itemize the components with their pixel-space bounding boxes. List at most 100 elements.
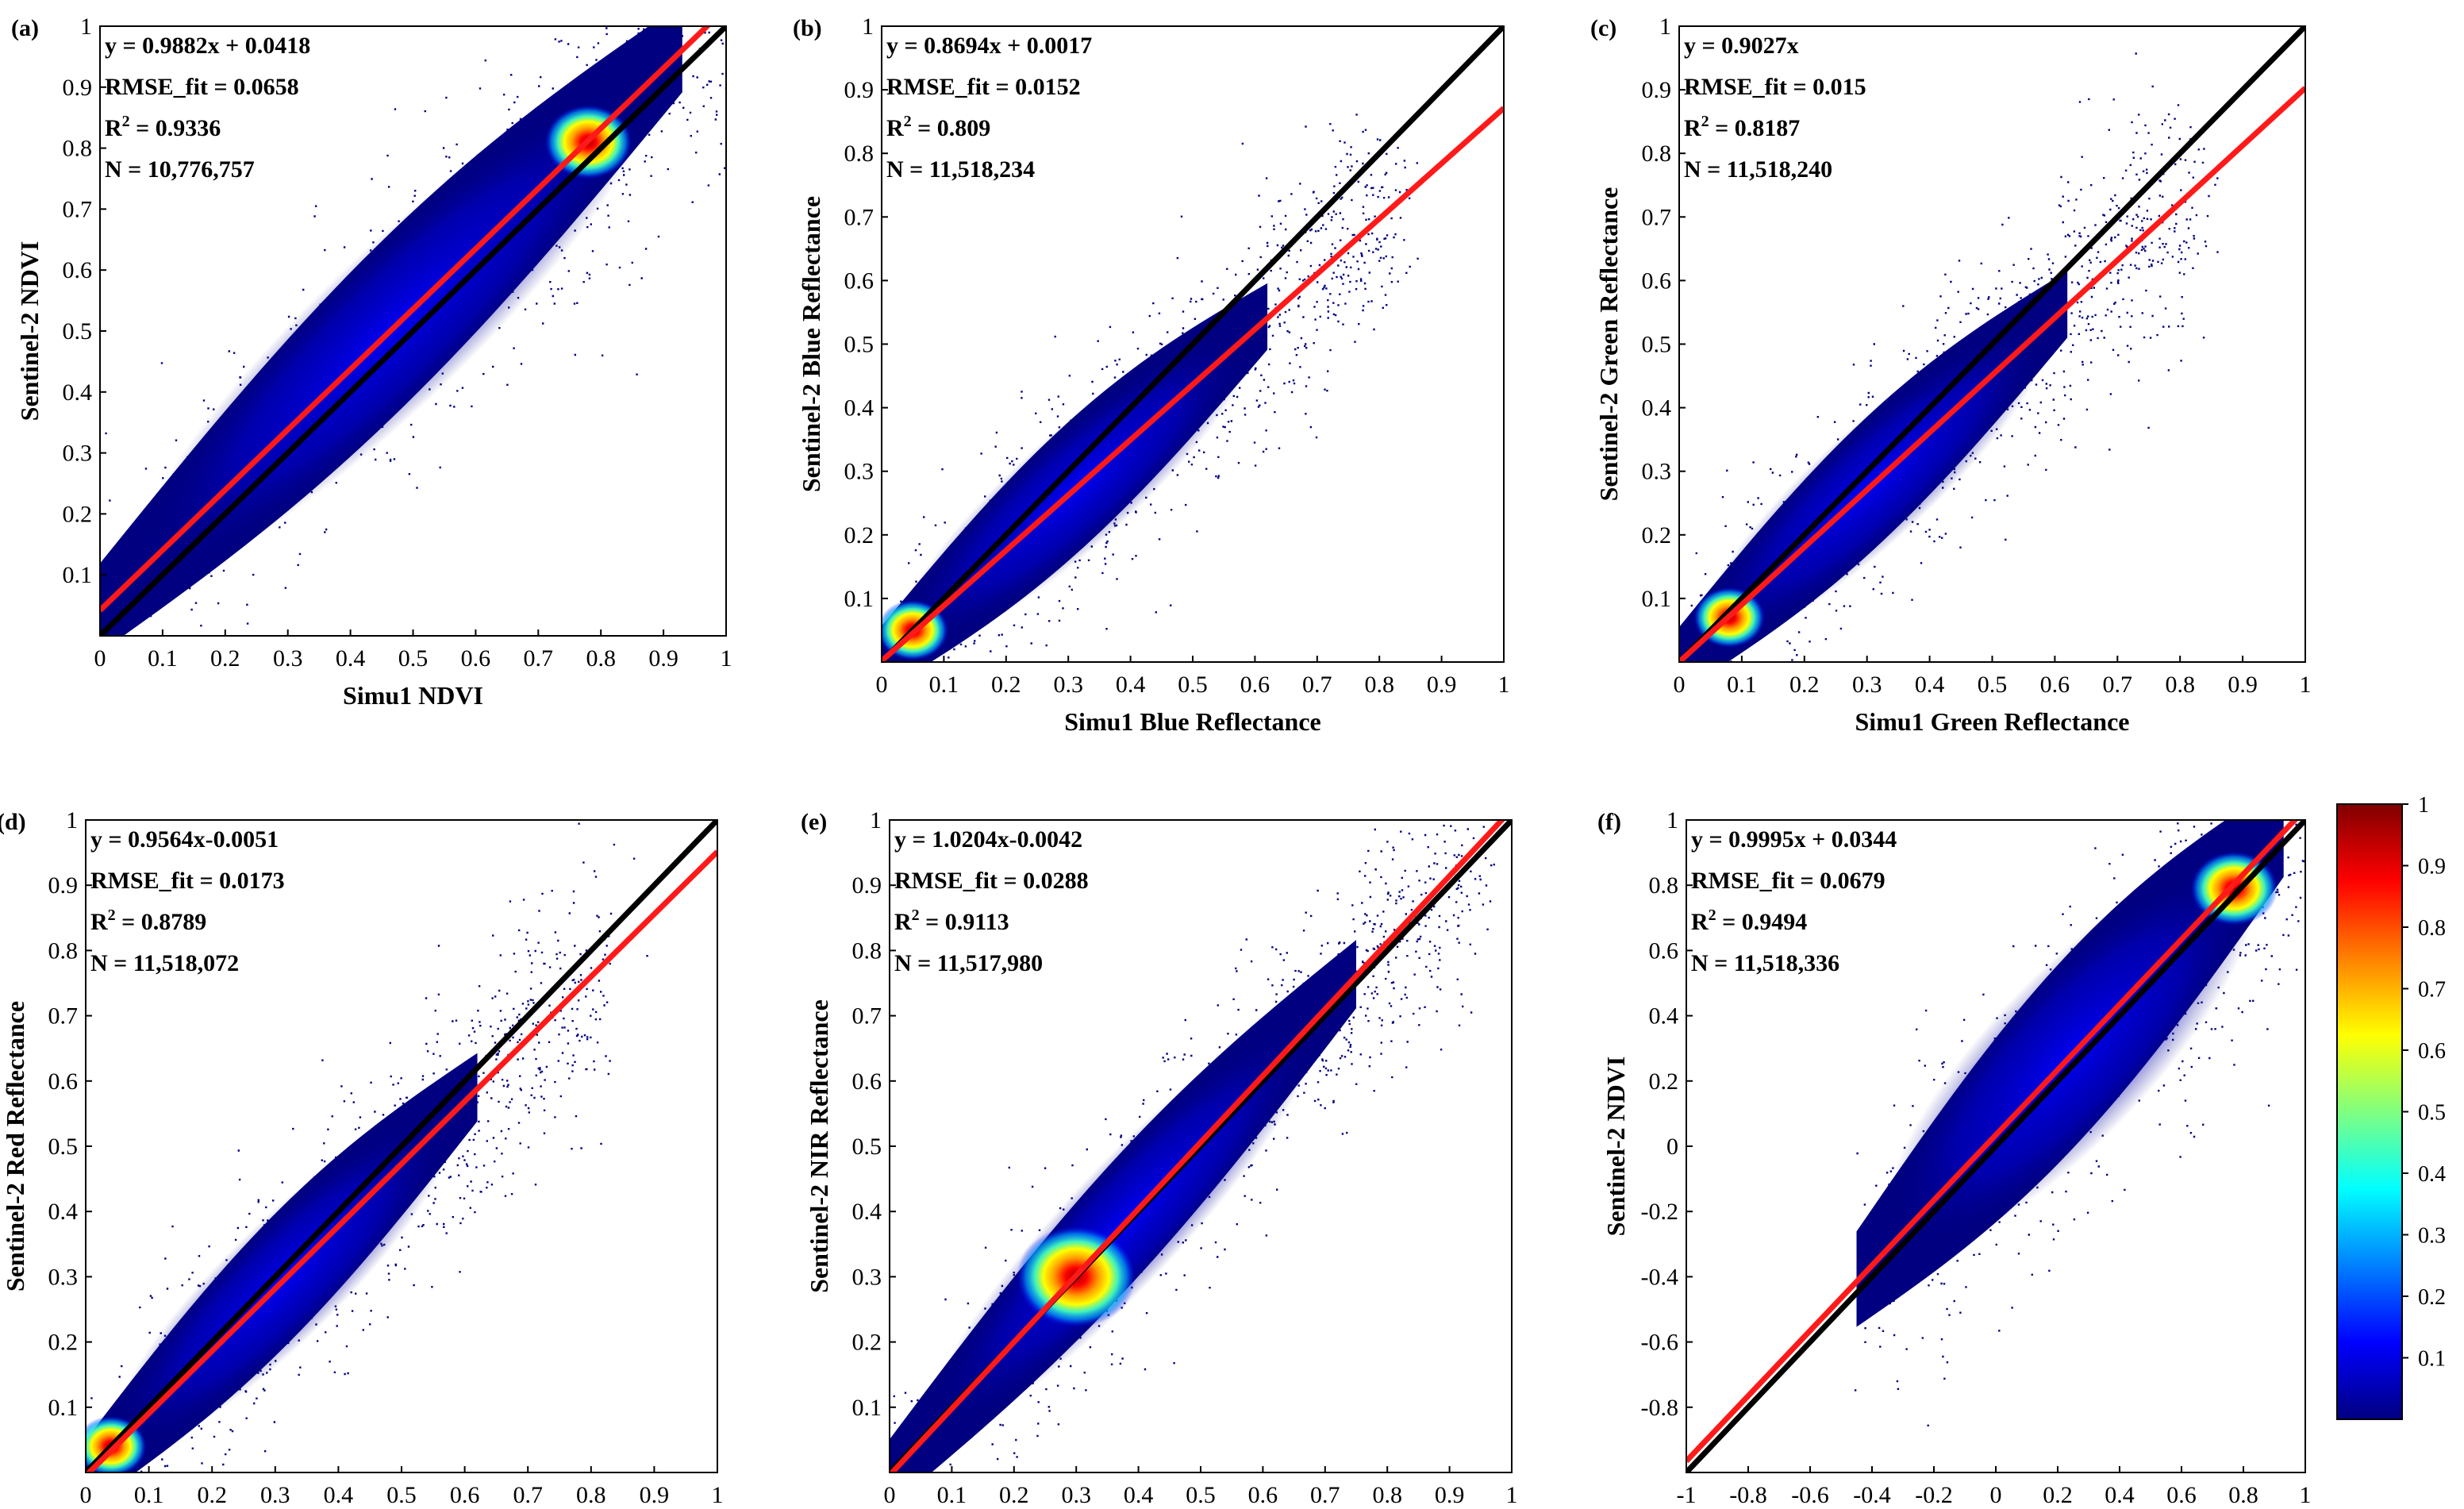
y-axis-label: Sentinel-2 Blue Reflectance [797,196,825,492]
x-tick-label: 0.6 [1248,1482,1278,1508]
x-tick-label: 0.6 [461,645,491,672]
stat-line: RMSE_fit = 0.0173 [90,868,285,894]
y-tick-label: 0.7 [1642,204,1672,230]
stat-line: y = 0.9027x [1684,33,1799,59]
x-tick-label: -0.4 [1853,1482,1891,1508]
x-tick-label: 0.4 [2105,1482,2135,1508]
y-tick-label: 0.2 [63,501,93,527]
y-tick-label: 0.9 [844,77,875,103]
colorbar-tick-label: 0.5 [2418,1101,2446,1126]
x-tick-label: 0.3 [260,1482,290,1508]
scatter-panel-b: 0 0.1 0.2 0.3 0.4 0.5 0.6 0.7 0.8 0.9 10.10.20.30.… [793,13,1510,736]
colorbar-tick-label: 0.9 [2418,855,2446,880]
x-tick-label: 0 [94,645,106,672]
fit-statistics: y = 0.9995x + 0.0344 RMSE_fit = 0.0679 R2 … [1691,826,1897,976]
panel-label: (e) [801,809,827,835]
y-tick-labels: 0.1 0.2 0.3 0.4 0.5 0.6 0.7 0.8 0.9 1 [48,807,92,1421]
panel-label: (b) [793,15,822,41]
y-tick-label: 0.6 [63,257,93,283]
y-tick-label: 0.3 [844,459,875,485]
x-tick-label: 0.5 [398,645,429,672]
identity-line [1679,26,2305,662]
x-tick-labels: 0 0.1 0.2 0.3 0.4 0.5 0.6 0.7 0.8 0.9 1 [884,1466,1518,1508]
x-tick-label: 1 [2300,672,2312,698]
stat-line: N = 11,517,980 [894,950,1043,976]
y-axis-label: Sentinel-2 NDVI [15,241,44,422]
x-tick-label: 0.4 [336,645,366,672]
y-tick-labels: 0.1 0.2 0.3 0.4 0.5 0.6 0.7 0.8 0.9 1 [63,13,106,588]
y-tick-label: 0.2 [48,1330,79,1356]
identity-line [1686,820,2305,1472]
y-axis-label: Sentinel-2 NDVI [1601,1057,1630,1237]
y-tick-label: 1 [862,13,874,40]
stat-line: RMSE_fit = 0.0152 [886,74,1081,100]
y-tick-label: 0.2 [852,1330,882,1356]
x-axis-label: Simu1 Green Reflectance [1855,707,2130,736]
fit-statistics: y = 0.9882x + 0.0418 RMSE_fit = 0.0658 R2 … [105,33,310,183]
y-tick-label: 0.6 [844,268,875,294]
y-tick-label: 0.4 [844,395,875,422]
stat-line: N = 10,776,757 [105,156,255,183]
x-tick-labels: 0 0.1 0.2 0.3 0.4 0.5 0.6 0.7 0.8 0.9 1 [876,656,1510,698]
colorbar-tick-label: 0.2 [2418,1285,2446,1310]
x-tick-label: 0.7 [1310,1482,1340,1508]
y-tick-label: -0.6 [1641,1330,1679,1356]
y-tick-label: 0.6 [852,1068,882,1095]
x-tick-label: 0.8 [1372,1482,1402,1508]
colorbar-tick-label: 0.7 [2418,978,2446,1003]
x-tick-label: 0 [884,1482,896,1508]
x-tick-label: 1 [1498,672,1510,698]
stat-line: y = 1.0204x-0.0042 [894,826,1082,853]
x-tick-label: 0.9 [1435,1482,1465,1508]
x-tick-label: 0.1 [148,645,178,672]
stat-line: R2 = 0.8789 [90,907,206,935]
x-tick-label: 0.2 [2043,1482,2073,1508]
y-tick-label: 0.5 [48,1134,79,1160]
panel-label: (d) [0,809,26,835]
x-axis-label: Simu1 Blue Reflectance [1064,707,1321,736]
x-tick-label: 0 [1990,1482,2002,1508]
identity-line [86,820,717,1472]
y-tick-label: 1 [66,807,78,833]
stat-line: N = 11,518,234 [886,156,1035,183]
x-tick-label: 0.4 [1915,672,1945,698]
x-tick-label: 0.7 [2103,672,2133,698]
y-tick-label: 0.6 [48,1068,79,1095]
y-tick-label: 0.8 [1649,872,1679,899]
scatter-panel-c: 0 0.1 0.2 0.3 0.4 0.5 0.6 0.7 0.8 0.9 10.10.20.30.… [1590,13,2312,736]
y-axis-label: Sentinel-2 Green Reflectance [1594,187,1623,502]
x-tick-label: 0.1 [134,1482,164,1508]
identity-line [100,26,726,636]
x-axis-label: Simu1 NDVI [343,681,483,710]
identity-line [882,26,1504,662]
stat-line: RMSE_fit = 0.0658 [105,74,299,100]
stat-line: y = 0.9882x + 0.0418 [105,33,310,59]
x-tick-label: 0.5 [1186,1482,1216,1508]
y-tick-label: 0.4 [63,379,93,406]
x-tick-label: 0.4 [1116,672,1146,698]
x-tick-label: 0.3 [273,645,303,672]
y-tick-label: 0.5 [844,332,875,358]
x-tick-labels: 0 0.1 0.2 0.3 0.4 0.5 0.6 0.7 0.8 0.9 1 [80,1466,724,1508]
x-tick-label: 0.7 [513,1482,543,1508]
stat-line: R2 = 0.9494 [1691,907,1807,935]
fit-statistics: y = 0.9564x-0.0051 RMSE_fit = 0.0173 R2 = … [90,826,285,976]
y-tick-label: 0.3 [48,1264,79,1290]
x-tick-label: 0.4 [1124,1482,1154,1508]
y-tick-label: 0.4 [48,1199,79,1225]
x-tick-label: 0.8 [2165,672,2195,698]
y-tick-label: 0.8 [844,141,875,167]
fit-statistics: y = 0.8694x + 0.0017 RMSE_fit = 0.0152 R2 … [886,33,1092,183]
x-tick-label: 1 [721,645,732,672]
y-tick-label: 0.8 [63,136,93,162]
x-tick-label: 0.9 [640,1482,670,1508]
fit-line [890,820,1506,1472]
x-tick-label: 0.7 [1302,672,1332,698]
x-tick-labels: 0 0.1 0.2 0.3 0.4 0.5 0.6 0.7 0.8 0.9 1 [1674,656,2312,698]
y-tick-label: 0.2 [1642,522,1672,549]
x-tick-label: 0.6 [2166,1482,2197,1508]
x-tick-label: 0.9 [2228,672,2258,698]
x-tick-label: -0.2 [1915,1482,1953,1508]
x-tick-label: 0.4 [324,1482,354,1508]
panel-label: (c) [1590,15,1616,41]
